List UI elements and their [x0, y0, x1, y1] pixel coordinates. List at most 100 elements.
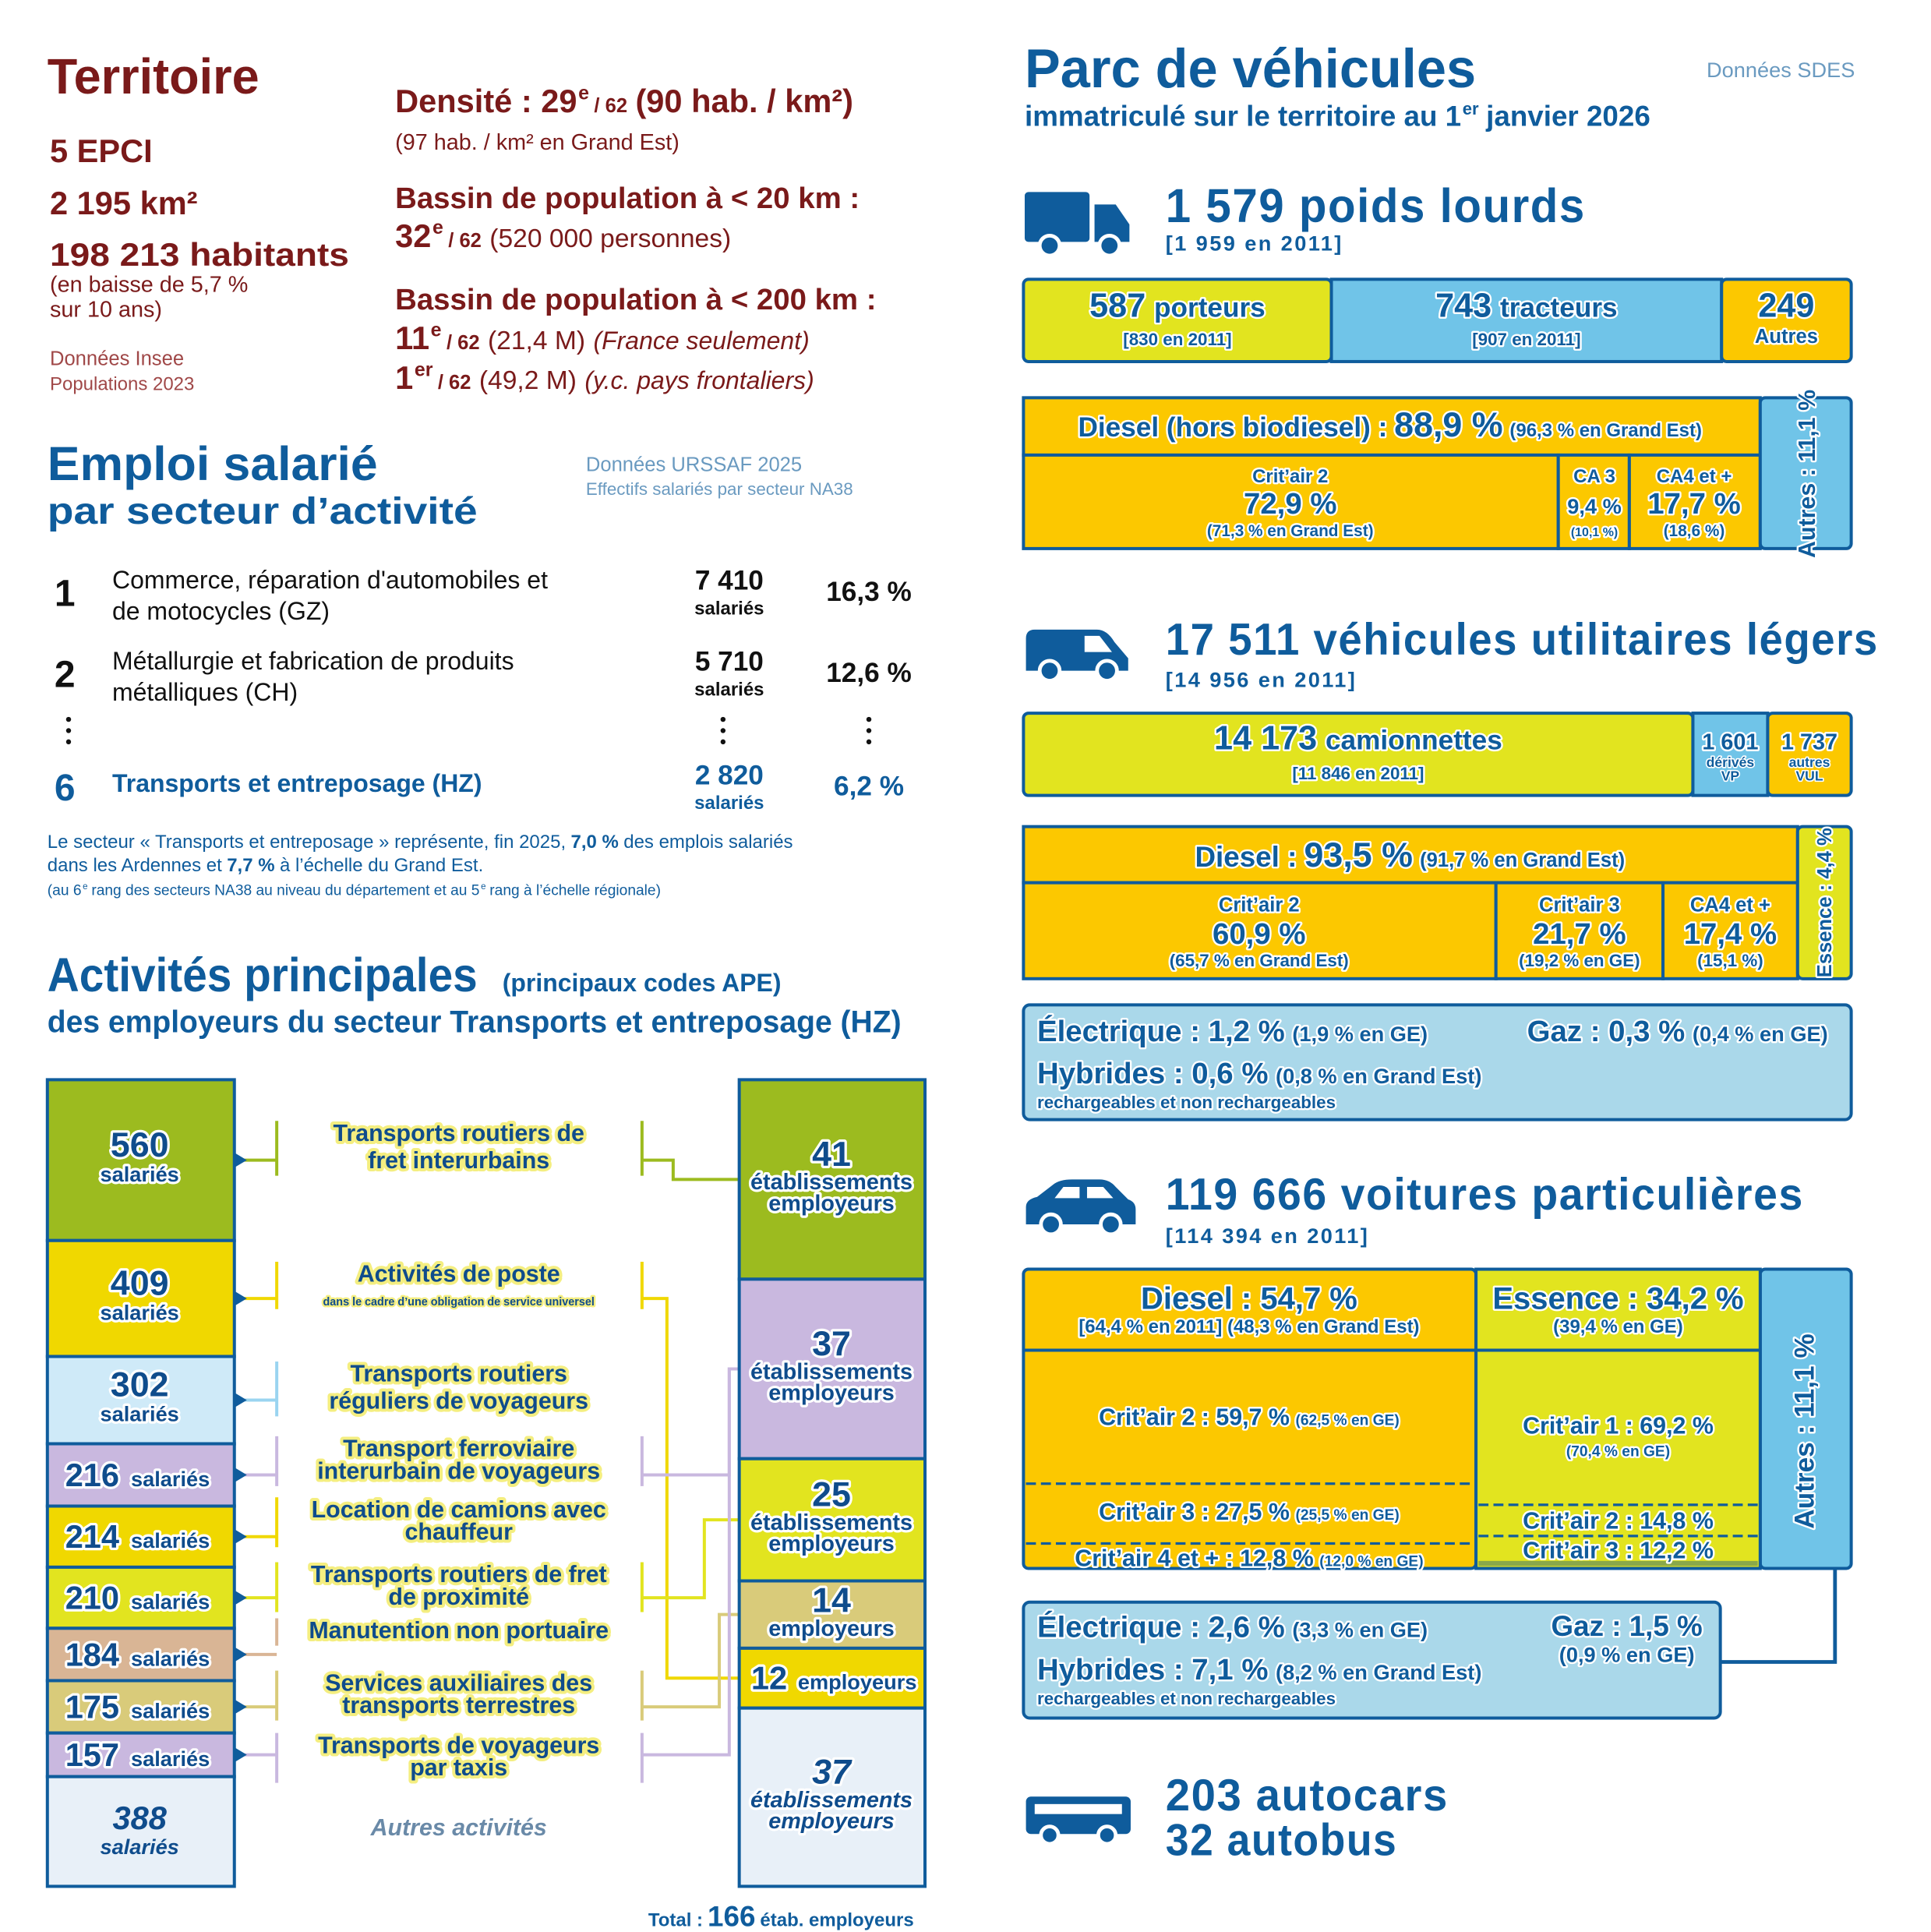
label: Métallurgie et fabrication de produits: [112, 647, 514, 675]
label: chauffeur: [405, 1519, 514, 1545]
note: à l’échelle du Grand Est.: [280, 855, 483, 876]
ref: (71,3 % en Grand Est): [1207, 522, 1374, 540]
arrow-head: [234, 1467, 247, 1483]
label: Transports de voyageurs: [318, 1732, 599, 1758]
rang-fr: (France seulement): [593, 327, 809, 355]
note: des emplois salariés: [623, 832, 793, 853]
electrique: (3,3 % en GE): [1292, 1617, 1428, 1641]
label: Crit’air 2: [1252, 466, 1328, 487]
text-block: Hybrides : 0,6 % (0,8 % en Grand Est): [1037, 1057, 1481, 1090]
bus-icon: [1026, 1796, 1131, 1846]
ref: [11 846 en 2011]: [1292, 764, 1424, 783]
ref: (19,2 % en GE): [1519, 951, 1640, 970]
autres: Autres : 11,1 %: [1790, 1333, 1820, 1528]
rang: e: [432, 217, 443, 238]
note-small: (au 6: [48, 883, 82, 899]
arrow-head: [234, 1590, 247, 1605]
text-block: dans les Ardennes et 7,7 % à l’échelle du …: [48, 855, 483, 876]
unit: salariés: [694, 599, 764, 620]
ref: [14 956 en 2011]: [1166, 667, 1357, 691]
evolution: sur 10 ans): [50, 297, 162, 322]
activity-box: [45, 1775, 236, 1888]
label: de motocycles (GZ): [112, 597, 330, 625]
rang: / 62: [448, 230, 482, 252]
ref: [1 959 en 2011]: [1166, 231, 1343, 256]
label: VUL: [1795, 768, 1823, 783]
rang-all: (49,2 M): [479, 366, 577, 395]
unit: salariés: [101, 1402, 179, 1426]
essence: (39,4 % en GE): [1553, 1316, 1683, 1337]
arrow-head: [234, 1647, 247, 1662]
title: 119 666 voitures particulières: [1166, 1170, 1804, 1220]
note: dans le cadre d’une obligation de servic…: [323, 1296, 595, 1309]
arrow-head: [234, 1291, 247, 1306]
diesel: (96,3 % en Grand Est): [1509, 420, 1702, 441]
text-block: Électrique : 1,2 % (1,9 % en GE): [1037, 1014, 1428, 1048]
value: 743: [1435, 287, 1491, 324]
label: Transport ferroviaire: [343, 1436, 574, 1462]
subtitle: immatriculé sur le territoire au 1: [1025, 101, 1461, 132]
label: fret interurbains: [368, 1147, 549, 1174]
label: Transports et entreposage (HZ): [112, 769, 482, 797]
salaries: 409: [111, 1263, 169, 1302]
unit: salariés: [131, 1467, 210, 1491]
text-block: 14 173 camionnettes: [1214, 719, 1502, 757]
title: 1 579 poids lourds: [1166, 179, 1586, 232]
label: Manutention non portuaire: [309, 1617, 609, 1644]
van-icon: [1026, 629, 1128, 683]
text-block: Diesel (hors biodiesel) :88,9 % (96,3 % e…: [1078, 405, 1702, 444]
value: 41: [812, 1135, 851, 1174]
rang-all: 1: [395, 359, 413, 396]
text-block: Gaz : 0,3 % (0,4 % en GE): [1527, 1015, 1828, 1048]
salaries: 216: [65, 1457, 119, 1493]
activity-box: [45, 1731, 236, 1778]
ellipsis-dots: [65, 716, 872, 745]
unit: employeurs: [768, 1191, 895, 1216]
rang-fr: e: [431, 319, 442, 341]
value: 14: [812, 1581, 851, 1619]
unit: établissements: [750, 1788, 913, 1813]
label: Location de camions avec: [312, 1496, 606, 1523]
note-small: rang des secteurs NA38 au niveau du dépa…: [91, 883, 479, 899]
arrow-head: [234, 1529, 247, 1545]
critair-box: [1022, 881, 1498, 980]
cars: 32 autobus: [1166, 1815, 1398, 1865]
source: Données Insee: [50, 348, 184, 370]
title: Territoire: [48, 48, 259, 104]
activity-box: [45, 1626, 236, 1683]
subtitle: er: [1463, 99, 1479, 118]
text-block: Crit’air 3 : 27,5 % (25,5 % en GE): [1099, 1499, 1400, 1525]
unit: salariés: [131, 1646, 210, 1670]
electrique: Électrique : 1,2 %: [1037, 1014, 1285, 1048]
value: 25: [812, 1475, 851, 1514]
unit: employeurs: [768, 1531, 895, 1556]
total: Total :: [648, 1910, 703, 1931]
diesel: 88,9 %: [1394, 405, 1502, 444]
critair-box: [1627, 453, 1762, 550]
label: Crit’air 2: [1219, 894, 1300, 916]
source: Données SDES: [1707, 58, 1855, 82]
note-small: e: [481, 882, 485, 892]
unit: salariés: [131, 1589, 210, 1613]
arrow-head: [234, 1152, 247, 1168]
title: Parc de véhicules: [1025, 37, 1476, 99]
establishment-box: [737, 1277, 927, 1460]
ref: [830 en 2011]: [1123, 330, 1231, 349]
connector-right: [640, 1121, 740, 1181]
activity-box: [45, 1679, 236, 1735]
salaries: 388: [112, 1800, 167, 1836]
label: Transports routiers de fret: [311, 1561, 607, 1588]
unit: employeurs: [768, 1616, 895, 1641]
ref: (18,6 %): [1664, 522, 1725, 540]
text-block: (au 6 e rang des secteurs NA38 au niveau d…: [48, 882, 661, 899]
subtitle: par secteur d’activité: [48, 491, 478, 532]
total: 166: [708, 1901, 755, 1932]
unit: employeurs: [798, 1670, 917, 1694]
icons: [1024, 192, 1136, 1846]
value: 21,7 %: [1533, 917, 1626, 951]
value: 17,4 %: [1684, 917, 1777, 951]
diesel: [64,4 % en 2011] (48,3 % en Grand Est): [1078, 1316, 1419, 1337]
arrow-head: [234, 1747, 247, 1763]
establishment-box: [737, 1706, 927, 1888]
